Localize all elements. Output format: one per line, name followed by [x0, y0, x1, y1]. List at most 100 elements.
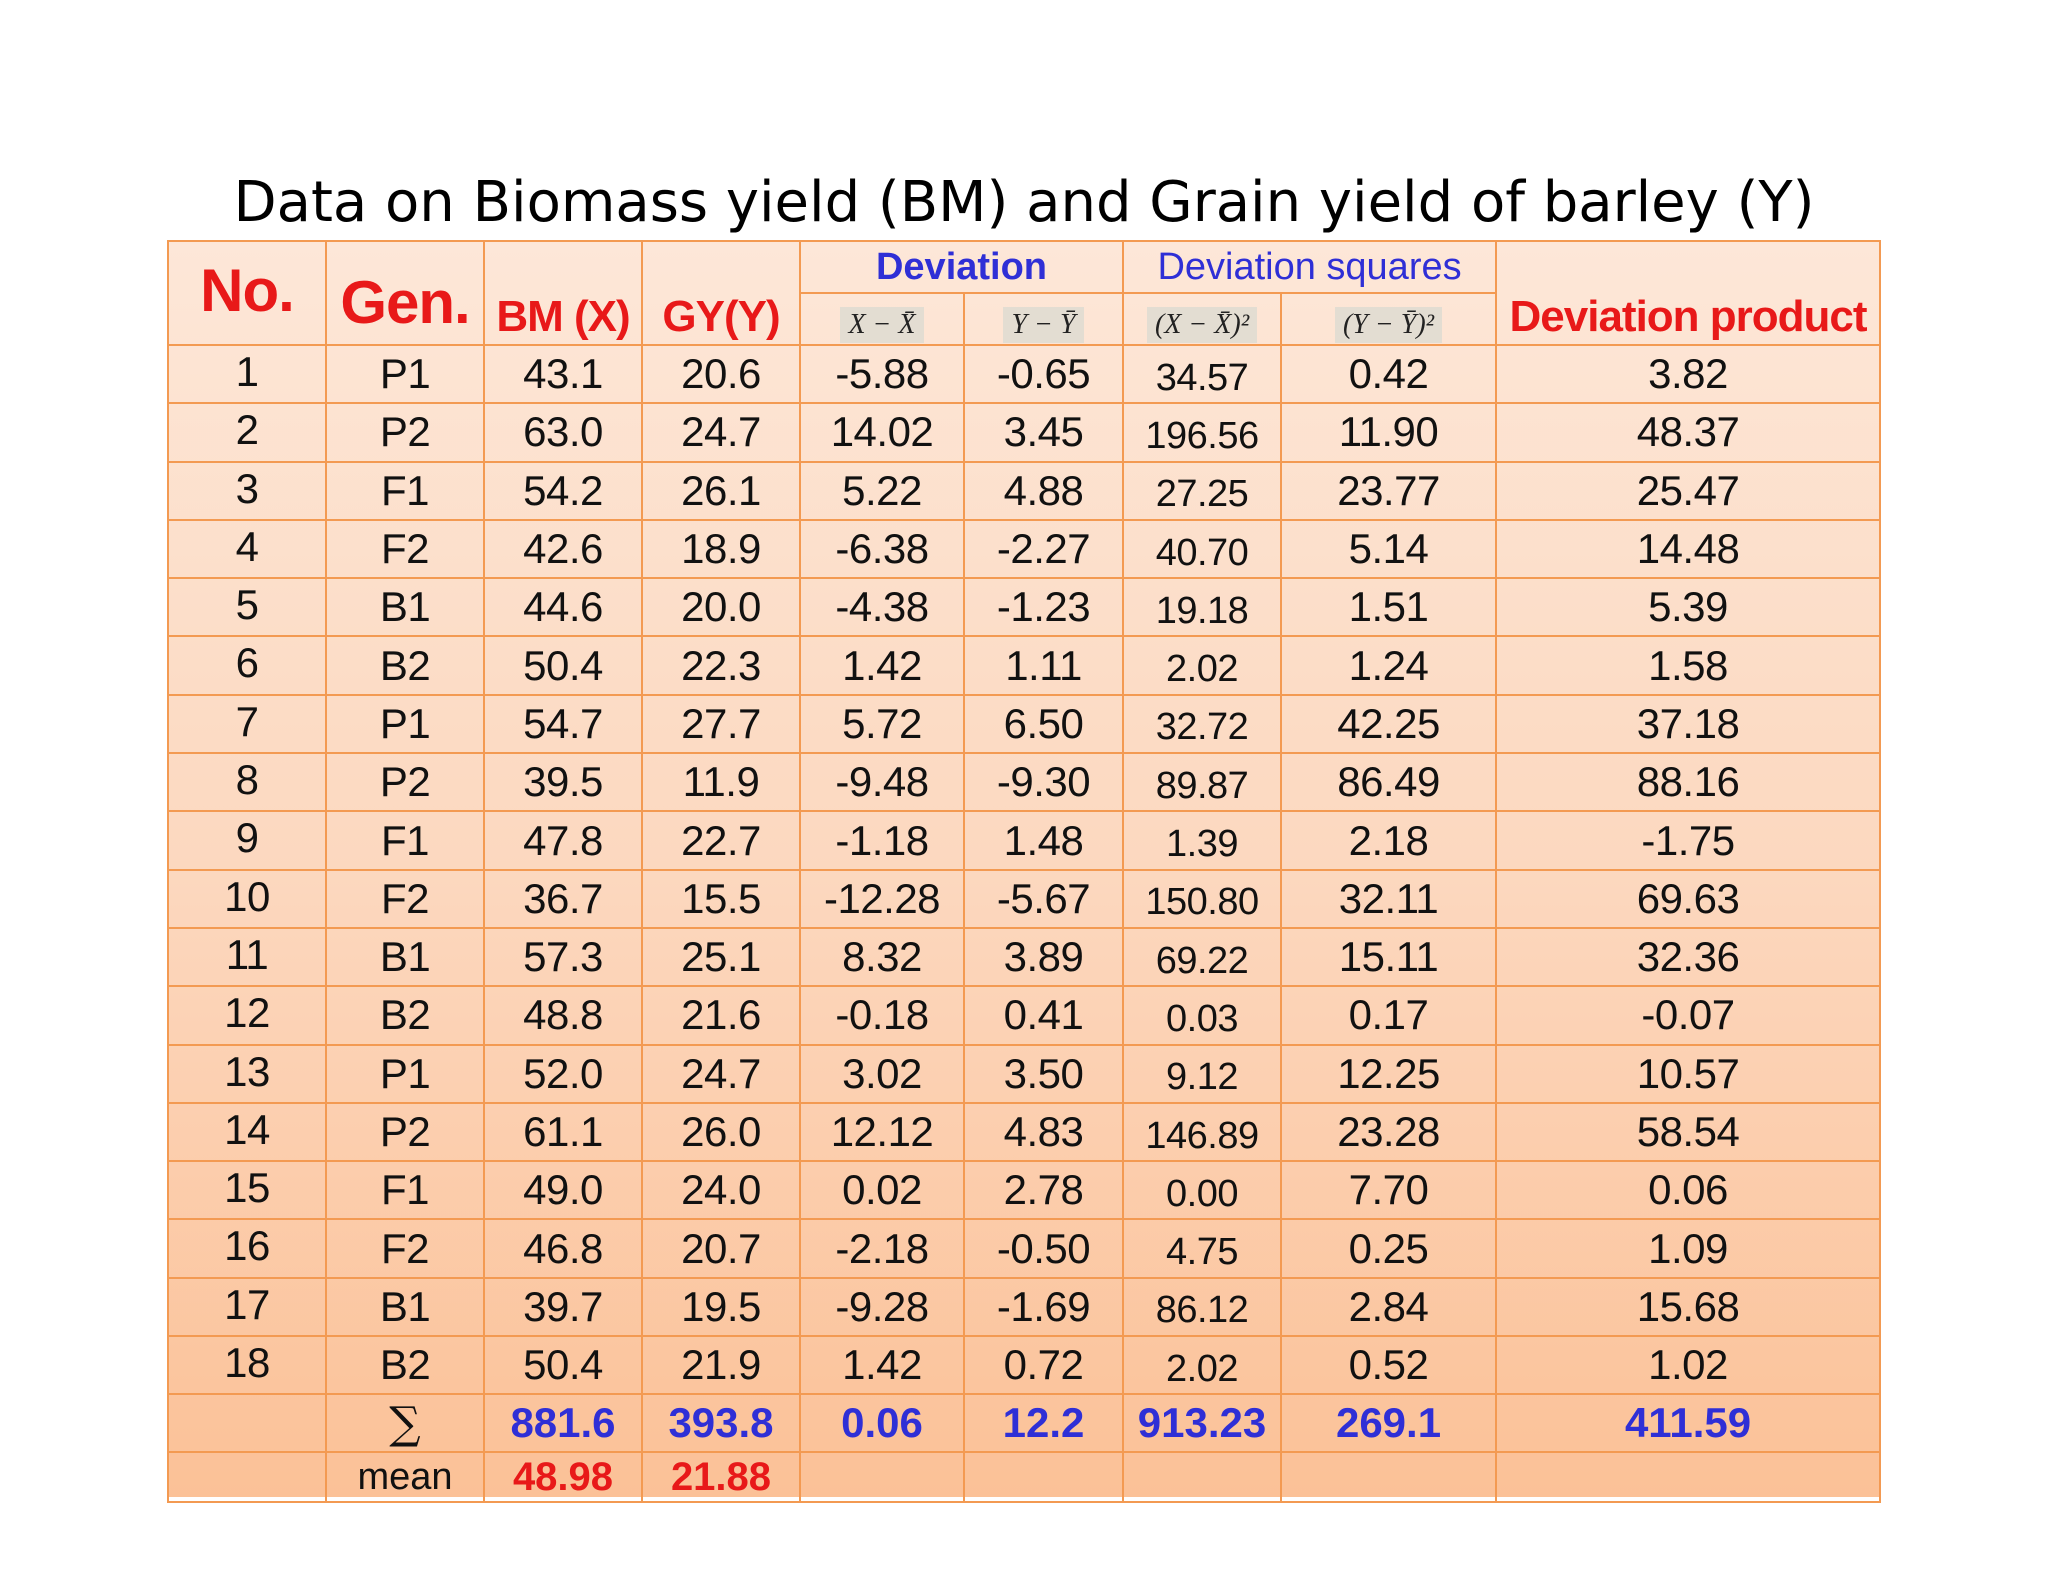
row-bm: 63.0	[483, 402, 643, 463]
row-product: 10.57	[1495, 1043, 1882, 1104]
row-dev-x: -5.88	[799, 343, 965, 405]
sum-gy: 393.8	[641, 1393, 801, 1454]
row-gen: P2	[325, 752, 485, 813]
row-bm: 48.8	[483, 985, 643, 1046]
row-no: 5	[167, 577, 327, 638]
header-bm: BM (X)	[483, 240, 643, 346]
row-gen: F2	[325, 1218, 485, 1279]
row-gy: 26.0	[641, 1101, 801, 1163]
mean-bm: 48.98	[483, 1451, 643, 1504]
row-dev-y: 4.88	[962, 460, 1125, 521]
row-no: 15	[167, 1160, 327, 1221]
row-dev-x: 1.42	[799, 1335, 965, 1396]
sum-product: 411.59	[1495, 1393, 1882, 1454]
row-gen: F2	[325, 868, 485, 929]
row-bm: 54.2	[483, 460, 643, 521]
row-gen: F2	[325, 518, 485, 580]
row-bm: 54.7	[483, 693, 643, 755]
row-sq-y: 12.25	[1280, 1043, 1498, 1104]
table-row: 14 P2 61.1 26.0 12.12 4.83 146.89 23.28 58.54	[167, 1101, 1882, 1163]
table-row: 13 P1 52.0 24.7 3.02 3.50 9.12 12.25 10.57	[167, 1043, 1882, 1104]
table-row: 8 P2 39.5 11.9 -9.48 -9.30 89.87 86.49 88.16	[167, 752, 1882, 813]
row-gy: 18.9	[641, 518, 801, 580]
row-gen: B2	[325, 985, 485, 1046]
row-no: 7	[167, 693, 327, 755]
table-row: 3 F1 54.2 26.1 5.22 4.88 27.25 23.77 25.47	[167, 460, 1882, 521]
row-sq-x: 2.02	[1122, 635, 1283, 696]
row-gy: 25.1	[641, 926, 801, 988]
row-sq-x: 0.00	[1122, 1160, 1283, 1221]
header-deviation-product: Deviation product	[1495, 240, 1882, 346]
row-dev-x: -4.38	[799, 577, 965, 638]
header-deviation: Deviation	[798, 240, 1125, 294]
row-gy: 24.0	[641, 1160, 801, 1221]
header-sq-x: (X − X̄)²	[1122, 292, 1283, 346]
row-gy: 20.7	[641, 1218, 801, 1279]
row-gy: 24.7	[641, 1043, 801, 1104]
row-bm: 47.8	[483, 810, 643, 871]
row-sq-x: 69.22	[1122, 926, 1283, 988]
row-gy: 22.7	[641, 810, 801, 871]
row-dev-x: -6.38	[799, 518, 965, 580]
row-sq-y: 5.14	[1280, 518, 1498, 580]
row-product: 1.02	[1495, 1335, 1882, 1396]
table-row: 12 B2 48.8 21.6 -0.18 0.41 0.03 0.17 -0.07	[167, 985, 1882, 1046]
row-sq-y: 23.28	[1280, 1101, 1498, 1163]
row-dev-x: 12.12	[799, 1101, 965, 1163]
row-product: 37.18	[1495, 693, 1882, 755]
row-dev-x: 14.02	[799, 402, 965, 463]
row-sq-y: 32.11	[1280, 868, 1498, 929]
row-dev-y: 2.78	[962, 1160, 1125, 1221]
table-row: 9 F1 47.8 22.7 -1.18 1.48 1.39 2.18 -1.75	[167, 810, 1882, 871]
row-dev-x: -9.28	[799, 1276, 965, 1338]
row-product: 32.36	[1495, 926, 1882, 988]
row-sq-x: 9.12	[1122, 1043, 1283, 1104]
row-bm: 52.0	[483, 1043, 643, 1104]
row-bm: 50.4	[483, 635, 643, 696]
sum-empty-cell	[167, 1393, 327, 1454]
row-dev-y: 3.45	[962, 402, 1125, 463]
mean-empty-cell	[1280, 1451, 1498, 1504]
row-sq-y: 11.90	[1280, 402, 1498, 463]
row-product: 3.82	[1495, 343, 1882, 405]
row-sq-x: 146.89	[1122, 1101, 1283, 1163]
row-gen: B1	[325, 1276, 485, 1338]
formula-sq-y: (Y − Ȳ)²	[1334, 307, 1443, 343]
row-sq-y: 0.17	[1280, 985, 1498, 1046]
row-dev-y: 1.48	[962, 810, 1125, 871]
row-sq-y: 23.77	[1280, 460, 1498, 521]
row-gen: F1	[325, 1160, 485, 1221]
row-product: 15.68	[1495, 1276, 1882, 1338]
row-no: 13	[167, 1043, 327, 1104]
formula-sq-x: (X − X̄)²	[1146, 307, 1258, 343]
data-table-container: No. Gen. BM (X) GY(Y) Deviation Deviatio…	[167, 240, 1882, 1504]
table-row: 4 F2 42.6 18.9 -6.38 -2.27 40.70 5.14 14.48	[167, 518, 1882, 580]
row-dev-x: 1.42	[799, 635, 965, 696]
row-product: 1.58	[1495, 635, 1882, 696]
mean-gy: 21.88	[641, 1451, 801, 1504]
row-gy: 27.7	[641, 693, 801, 755]
mean-empty-cell	[167, 1451, 327, 1504]
row-product: -1.75	[1495, 810, 1882, 871]
table-row: 15 F1 49.0 24.0 0.02 2.78 0.00 7.70 0.06	[167, 1160, 1882, 1221]
table-row: 18 B2 50.4 21.9 1.42 0.72 2.02 0.52 1.02	[167, 1335, 1882, 1396]
row-dev-x: 3.02	[799, 1043, 965, 1104]
row-dev-x: -1.18	[799, 810, 965, 871]
row-dev-y: 0.41	[962, 985, 1125, 1046]
row-sq-y: 86.49	[1280, 752, 1498, 813]
row-dev-y: 6.50	[962, 693, 1125, 755]
row-dev-y: -2.27	[962, 518, 1125, 580]
row-gy: 24.7	[641, 402, 801, 463]
row-sq-x: 86.12	[1122, 1276, 1283, 1338]
row-product: 1.09	[1495, 1218, 1882, 1279]
row-dev-x: 5.22	[799, 460, 965, 521]
mean-empty-cell	[1495, 1451, 1882, 1504]
row-gy: 22.3	[641, 635, 801, 696]
row-dev-y: -1.23	[962, 577, 1125, 638]
row-sq-y: 1.24	[1280, 635, 1498, 696]
row-sq-x: 150.80	[1122, 868, 1283, 929]
row-dev-x: -9.48	[799, 752, 965, 813]
row-bm: 43.1	[483, 343, 643, 405]
row-gy: 20.6	[641, 343, 801, 405]
row-gy: 21.6	[641, 985, 801, 1046]
